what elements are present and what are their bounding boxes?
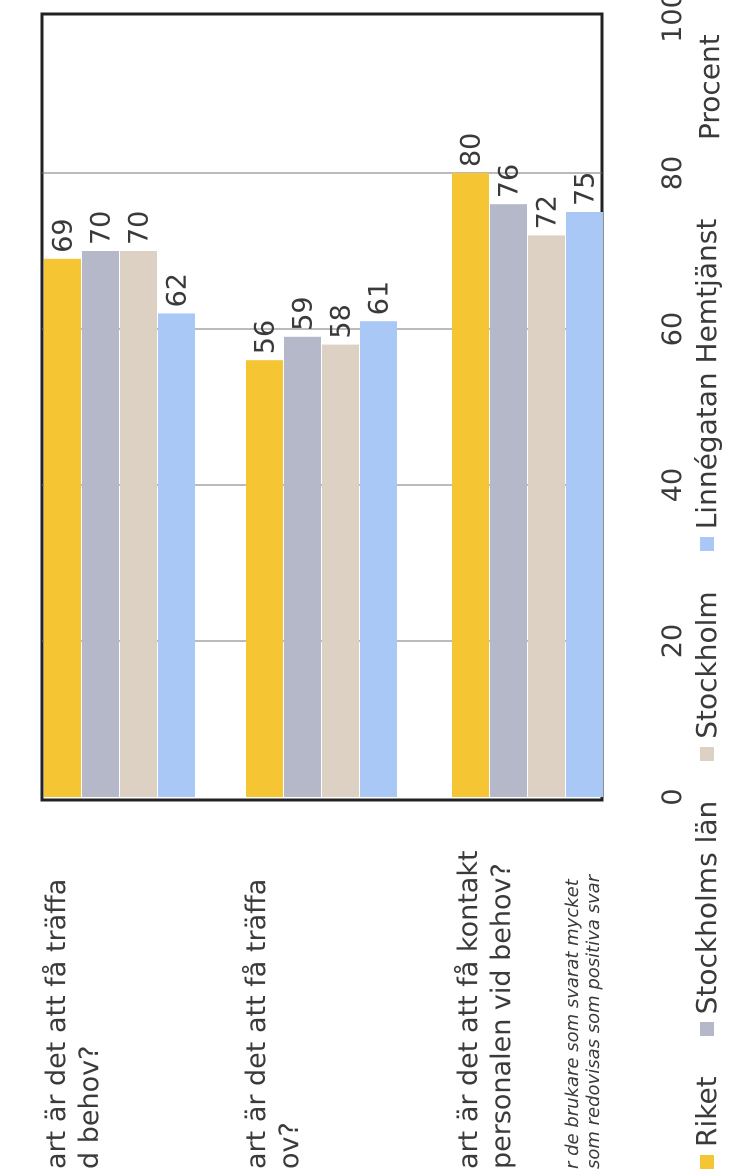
bar-label-series-4-category-1: 62 — [162, 273, 193, 307]
bar-series-1-category-2 — [246, 360, 283, 797]
legend-item-stockholms-lan: Stockholms län — [690, 801, 723, 1037]
bar-series-3-category-1 — [120, 251, 157, 797]
bar-label-series-3-category-1: 70 — [124, 211, 155, 245]
legend-swatch-riket — [699, 1155, 714, 1169]
category-label-1-line-2: d behov? — [74, 1045, 105, 1169]
bar-series-1-category-3 — [452, 173, 489, 797]
bar-series-4-category-3 — [566, 212, 603, 797]
footnote-line-2: som redovisas som positiva svar — [583, 874, 604, 1169]
legend-swatch-linnegatan — [699, 537, 714, 552]
bar-series-2-category-2 — [284, 336, 321, 797]
footnote-line-1: r de brukare som svarat mycket — [562, 879, 583, 1169]
legend-item-stockholm: Stockholm — [690, 591, 723, 761]
category-label-3-line-2: personalen vid behov? — [486, 863, 517, 1169]
bar-series-3-category-3 — [528, 235, 565, 797]
category-label-1-line-1: art är det att få träffa — [41, 878, 72, 1169]
x-axis-label: Procent — [693, 34, 726, 140]
bar-series-2-category-1 — [82, 251, 119, 797]
legend-label-linnegatan: Linnégatan Hemtjänst — [690, 218, 723, 530]
legend-item-riket: Riket — [690, 1076, 723, 1169]
x-tick-0: 0 — [657, 788, 688, 805]
x-tick-labels: 0 20 40 60 80 100 — [657, 0, 688, 806]
bar-series-4-category-1 — [158, 313, 195, 797]
bar-label-series-2-category-1: 70 — [86, 211, 117, 245]
bar-label-series-2-category-3: 76 — [494, 164, 525, 198]
legend-label-stockholm: Stockholm — [690, 591, 723, 739]
bar-label-series-3-category-3: 72 — [532, 195, 563, 229]
category-label-2-line-1: art är det att få träffa — [241, 878, 272, 1169]
x-tick-100: 100 — [657, 0, 688, 43]
bar-label-series-4-category-2: 61 — [364, 281, 395, 315]
x-tick-40: 40 — [657, 468, 688, 502]
category-label-2-line-2: ov? — [274, 1122, 305, 1169]
bar-label-series-3-category-2: 58 — [326, 304, 357, 338]
bar-label-series-4-category-3: 75 — [570, 172, 601, 206]
legend-swatch-stockholm — [699, 746, 714, 761]
bar-label-series-1-category-2: 56 — [250, 320, 281, 354]
legend: Riket Stockholms län Stockholm Linnégata… — [690, 219, 723, 1169]
bar-label-series-2-category-2: 59 — [288, 296, 319, 330]
legend-swatch-stockholms-lan — [699, 1022, 714, 1037]
category-label-1: art är det att få träffa d behov? — [40, 879, 106, 1169]
footnote: r de brukare som svarat mycket som redov… — [562, 875, 604, 1169]
category-label-2: art är det att få träffa ov? — [240, 879, 306, 1169]
bar-series-3-category-2 — [322, 344, 359, 797]
category-label-3-line-1: art är det att få kontakt — [453, 850, 484, 1169]
bar-series-1-category-1 — [44, 258, 81, 797]
legend-label-riket: Riket — [690, 1076, 723, 1147]
x-tick-20: 20 — [657, 624, 688, 658]
bar-series-2-category-3 — [490, 204, 527, 797]
bar-series-4-category-2 — [360, 321, 397, 797]
bar-labels-group: 69 56 80 70 59 76 70 58 72 62 61 75 — [48, 133, 601, 355]
legend-item-linnegatan: Linnégatan Hemtjänst — [690, 219, 723, 552]
x-tick-80: 80 — [657, 156, 688, 190]
category-label-3: art är det att få kontakt personalen vid… — [452, 850, 518, 1169]
x-tick-60: 60 — [657, 312, 688, 346]
bars-group — [44, 173, 603, 797]
legend-label-stockholms-lan: Stockholms län — [690, 800, 723, 1015]
bar-label-series-1-category-1: 69 — [48, 218, 79, 252]
bar-label-series-1-category-3: 80 — [456, 133, 487, 167]
